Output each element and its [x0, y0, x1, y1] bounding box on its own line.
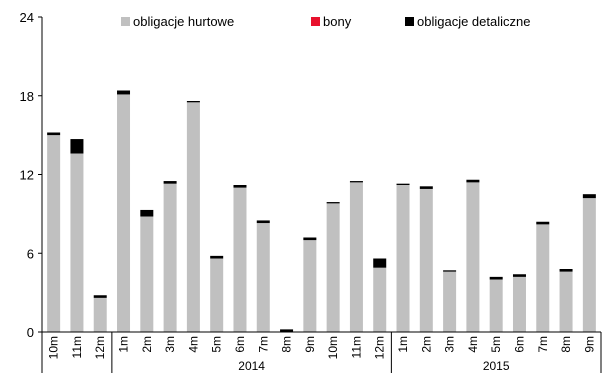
x-tick-label: 11m	[349, 336, 363, 358]
bar-segment	[536, 224, 550, 332]
bar-segment	[349, 181, 363, 183]
x-tick-label: 3m	[443, 336, 457, 353]
x-tick-label: 7m	[536, 336, 550, 353]
bar-segment	[443, 270, 457, 272]
bar-segment	[256, 223, 270, 332]
bar-segment	[140, 209, 154, 217]
x-tick-label: 9m	[582, 336, 596, 353]
bar-segment	[466, 179, 480, 183]
x-axis: 10m 11m 12m 1m 2m 3m 4m 5m 6m 7m 8m 9m 10m 11m 12m 1m 2m…	[41, 331, 602, 373]
legend-label: bony	[323, 14, 352, 29]
y-axis: 0 6 12 18 24	[20, 10, 43, 340]
bar-segment	[326, 202, 340, 204]
bar-segment	[210, 255, 224, 259]
bar-segment	[93, 297, 107, 332]
legend: obligacje hurtowe bony obligacje detaliczn…	[121, 14, 530, 29]
x-tick-label: 12m	[373, 336, 387, 359]
bar-segment	[443, 271, 457, 332]
bar-segment	[70, 153, 84, 332]
legend-swatch	[121, 17, 130, 26]
x-tick-label: 7m	[256, 336, 270, 353]
x-tick-label: 3m	[163, 336, 177, 353]
bar-segment	[489, 276, 503, 280]
bar-segment	[233, 187, 247, 332]
bar-segment	[536, 221, 550, 225]
bar-segment	[512, 276, 526, 332]
x-tick-label: 2m	[140, 336, 154, 353]
bar-segment	[70, 139, 84, 154]
bar-segment	[303, 237, 317, 241]
x-tick-label: 2m	[419, 336, 433, 353]
bar-segment	[47, 132, 61, 136]
x-tick-label: 10m	[326, 336, 340, 359]
y-tick-label: 12	[20, 168, 34, 183]
bar-segment	[512, 274, 526, 277]
bar-segment	[396, 183, 410, 185]
bar-segment	[396, 185, 410, 332]
legend-swatch	[311, 17, 320, 26]
bar-segment	[419, 188, 433, 332]
x-tick-label: 11m	[70, 336, 84, 358]
bar-segment	[466, 182, 480, 332]
legend-label: obligacje detaliczne	[417, 14, 530, 29]
x-tick-label: 9m	[303, 336, 317, 353]
x-tick-label: 8m	[559, 336, 573, 353]
bar-segment	[140, 216, 154, 332]
y-tick-label: 6	[27, 246, 34, 261]
bar-segment	[326, 203, 340, 332]
bar-segment	[419, 186, 433, 189]
bar-segment	[47, 135, 61, 332]
x-tick-label: 1m	[117, 336, 131, 353]
x-tick-label: 6m	[512, 336, 526, 353]
x-tick-label: 5m	[489, 336, 503, 353]
bar-segment	[233, 185, 247, 188]
legend-swatch	[405, 17, 414, 26]
bar-segment	[349, 182, 363, 332]
bar-segment	[93, 295, 107, 298]
bar-segment	[117, 90, 131, 95]
x-tick-label: 10m	[47, 336, 61, 359]
x-tick-label: 8m	[280, 336, 294, 353]
bar-segment	[280, 329, 294, 332]
x-tick-label: 12m	[93, 336, 107, 359]
bars	[47, 90, 596, 332]
bar-segment	[303, 240, 317, 332]
x-tick-label: 6m	[233, 336, 247, 353]
y-tick-label: 18	[20, 89, 34, 104]
group-label: 2014	[238, 359, 265, 373]
y-tick-label: 24	[20, 10, 34, 25]
bar-segment	[489, 279, 503, 332]
bar-segment	[117, 94, 131, 332]
bar-segment	[582, 194, 596, 199]
group-label: 2015	[483, 359, 510, 373]
x-tick-label: 5m	[210, 336, 224, 353]
bar-segment	[256, 220, 270, 224]
bar-segment	[186, 102, 200, 332]
y-tick-label: 0	[27, 325, 34, 340]
bar-segment	[582, 198, 596, 332]
bar-segment	[559, 271, 573, 332]
bar-segment	[163, 181, 177, 184]
bar-segment	[210, 258, 224, 332]
legend-label: obligacje hurtowe	[133, 14, 234, 29]
bar-segment	[186, 101, 200, 103]
bar-segment	[559, 269, 573, 272]
x-tick-label: 4m	[466, 336, 480, 353]
bar-segment	[373, 267, 387, 332]
x-tick-label: 4m	[186, 336, 200, 353]
x-tick-label: 1m	[396, 336, 410, 353]
bar-segment	[163, 183, 177, 332]
bar-segment	[373, 258, 387, 268]
